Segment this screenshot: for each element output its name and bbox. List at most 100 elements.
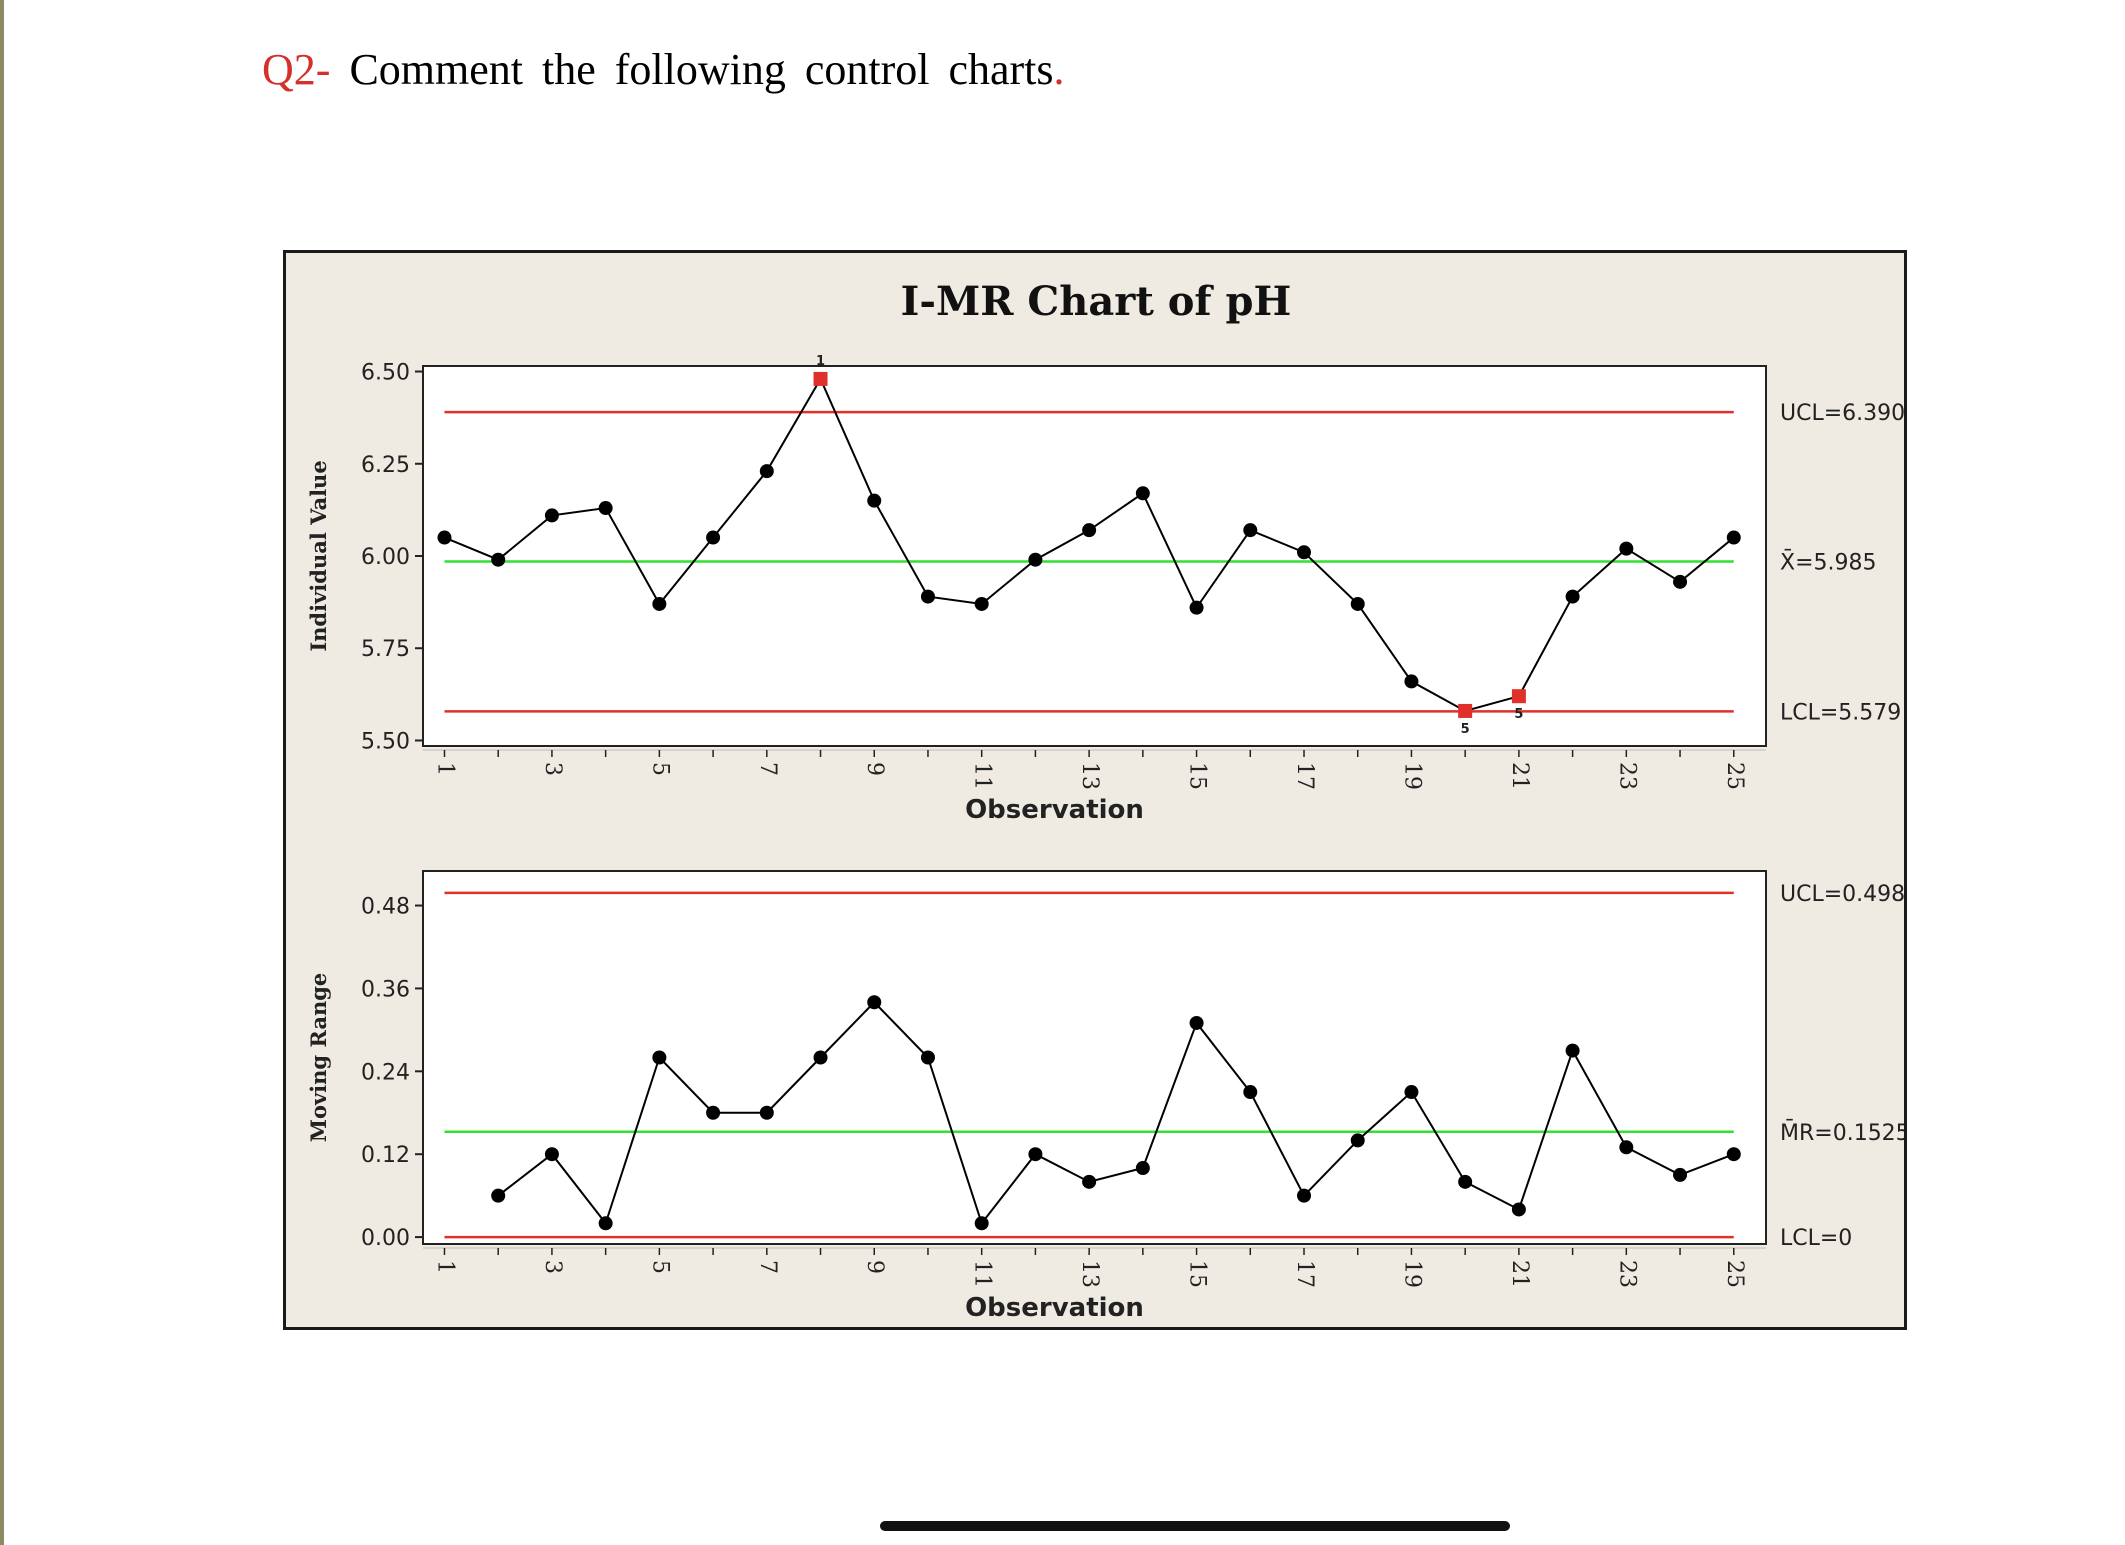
ind-data-point: [1243, 523, 1258, 538]
ind-data-point: [1189, 600, 1204, 615]
question-text: Comment the following control charts: [349, 45, 1054, 94]
ind-x-tick-label: 25: [1722, 762, 1747, 790]
mr-data-point: [1726, 1147, 1741, 1162]
mr-x-tick-label: 11: [970, 1260, 995, 1288]
ind-x-tick-label: 1: [432, 762, 457, 776]
mr-x-tick-label: 3: [540, 1260, 565, 1274]
ind-y-tick-label: 6.25: [361, 453, 410, 478]
mr-x-tick-label: 17: [1292, 1260, 1317, 1288]
mr-data-point: [652, 1050, 667, 1065]
mr-data-point: [1404, 1085, 1419, 1100]
ind-data-point: [1404, 674, 1419, 689]
ind-data-point: [920, 589, 935, 604]
ind-x-tick-label: 21: [1507, 762, 1532, 790]
question-heading: Q2- Comment the following control charts…: [262, 44, 1065, 95]
mr-data-point: [867, 995, 882, 1010]
ind-flagged-point: [813, 371, 828, 386]
chart-frame: I-MR Chart of pH 5.50 5.75 6.00 6.25 6.50 1 3 5…: [283, 250, 1907, 1330]
mr-x-tick-label: 15: [1185, 1260, 1210, 1288]
ind-data-point: [867, 493, 882, 508]
ind-y-tick-label: 5.50: [361, 729, 410, 754]
mr-y-tick-label: 0.24: [361, 1060, 410, 1085]
mr-data-point: [1297, 1188, 1312, 1203]
ind-x-tick-label: 23: [1614, 762, 1639, 790]
moving-range-panel: 0.000.120.240.360.481 3 5 7 9 11 13 15 17 19 21 23 2…: [306, 870, 1904, 1323]
mr-x-tick-label: 7: [755, 1260, 780, 1274]
ind-x-tick-label: 11: [970, 762, 995, 790]
ind-x-tick-label: 7: [755, 762, 780, 776]
mr-data-point: [1189, 1015, 1204, 1030]
ind-x-axis-label: Observation: [965, 795, 1144, 825]
question-period: .: [1053, 45, 1065, 94]
mr-x-tick-label: 25: [1722, 1260, 1747, 1288]
ind-y-axis-label: Individual Value: [306, 460, 331, 651]
mr-x-tick-label: 21: [1507, 1260, 1532, 1288]
ind-x-tick-label: 13: [1077, 762, 1102, 790]
ind-center-label: X̄=5.985: [1780, 550, 1877, 576]
mr-x-tick-label: 13: [1077, 1260, 1102, 1288]
ind-y-tick-label: 6.50: [361, 361, 410, 386]
mr-y-tick-label: 0.00: [361, 1226, 410, 1251]
ind-flag-label: 1: [816, 354, 825, 369]
ind-flagged-point: [1458, 703, 1473, 718]
ind-data-point: [1673, 574, 1688, 589]
mr-data-point: [706, 1105, 721, 1120]
mr-series-line: [497, 1000, 1735, 1226]
ind-y-tick-label: 6.00: [361, 545, 410, 570]
ind-data-point: [491, 552, 506, 567]
ind-ucl-label: UCL=6.390: [1780, 401, 1904, 426]
ind-x-tick-label: 17: [1292, 762, 1317, 790]
imr-chart: I-MR Chart of pH 5.505.756.006.256.501 3 5…: [306, 278, 1904, 1323]
ind-data-point: [759, 464, 774, 479]
ind-flag-label: 5: [1514, 707, 1523, 722]
ind-x-tick-label: 5: [647, 762, 672, 776]
ind-x-tick-label: 3: [540, 762, 565, 776]
question-number: Q2-: [262, 45, 331, 94]
mr-data-point: [1350, 1133, 1365, 1148]
mr-data-point: [920, 1050, 935, 1065]
mr-x-tick-label: 1: [432, 1260, 457, 1274]
ind-data-point: [974, 596, 989, 611]
ind-data-point: [1350, 596, 1365, 611]
ind-flag-label: 5: [1461, 722, 1470, 737]
mr-x-tick-label: 23: [1614, 1260, 1639, 1288]
mr-data-point: [759, 1105, 774, 1120]
ind-plot-area: [422, 365, 1767, 747]
mr-data-point: [1565, 1043, 1580, 1058]
ind-data-point: [1028, 552, 1043, 567]
mr-data-point: [1673, 1167, 1688, 1182]
mr-data-point: [491, 1188, 506, 1203]
ind-data-point: [1135, 486, 1150, 501]
ind-data-point: [706, 530, 721, 545]
ind-x-tick-label: 19: [1399, 762, 1424, 790]
mr-x-axis-label: Observation: [965, 1293, 1144, 1323]
ind-data-point: [437, 530, 452, 545]
ind-y-tick-label: 5.75: [361, 637, 410, 662]
mr-plot-area: [422, 870, 1767, 1245]
ind-data-point: [1082, 523, 1097, 538]
mr-lcl-label: LCL=0: [1780, 1226, 1852, 1251]
ind-data-point: [544, 508, 559, 523]
mr-center-label: M̄R=0.1525: [1780, 1120, 1904, 1146]
mr-data-point: [544, 1147, 559, 1162]
ind-data-point: [1297, 545, 1312, 560]
mr-x-tick-label: 9: [862, 1260, 887, 1274]
ind-flagged-point: [1511, 689, 1526, 704]
mr-data-point: [1619, 1140, 1634, 1155]
ind-data-point: [1565, 589, 1580, 604]
mr-y-tick-label: 0.12: [361, 1143, 410, 1168]
mr-data-point: [1082, 1174, 1097, 1189]
ind-x-tick-label: 9: [862, 762, 887, 776]
mr-data-point: [974, 1216, 989, 1231]
individuals-panel: 5.505.756.006.256.501 3 5 7 9 11 13 15 17 19 21 23 2…: [306, 354, 1904, 825]
mr-data-point: [1511, 1202, 1526, 1217]
mr-ucl-label: UCL=0.4983: [1780, 882, 1904, 907]
page-left-rule: [0, 0, 4, 1545]
mr-x-tick-label: 19: [1399, 1260, 1424, 1288]
mr-y-tick-label: 0.48: [361, 895, 410, 920]
mr-y-tick-label: 0.36: [361, 977, 410, 1002]
ind-x-tick-label: 15: [1185, 762, 1210, 790]
ind-data-point: [1726, 530, 1741, 545]
mr-data-point: [1243, 1085, 1258, 1100]
ind-lcl-label: LCL=5.579: [1780, 700, 1901, 725]
